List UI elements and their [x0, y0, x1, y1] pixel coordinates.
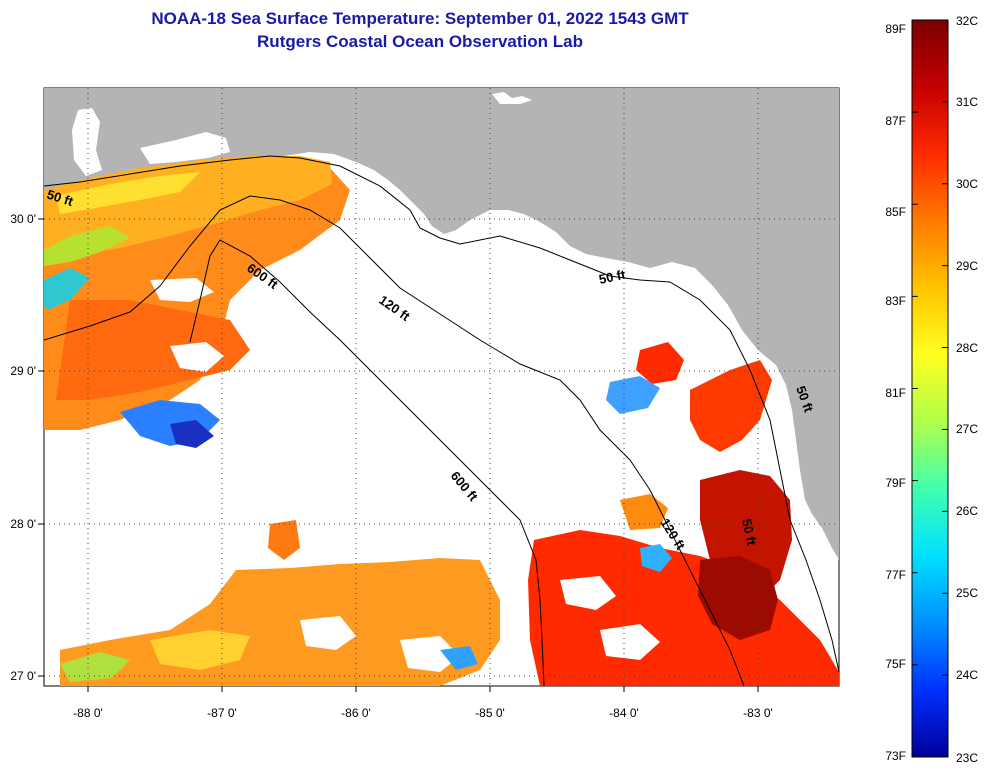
contour-label: 50 ft — [739, 518, 759, 548]
colorbar-f-label: 85F — [885, 205, 906, 219]
sst-overlay-bigbend — [528, 342, 839, 686]
lon-label: -88 0' — [73, 706, 103, 720]
contour-label: 50 ft — [598, 267, 628, 287]
contour-600ft — [189, 239, 545, 686]
colorbar-c-label: 29C — [956, 259, 978, 273]
coastal-bay — [140, 132, 230, 164]
lon-label: -85 0' — [475, 706, 505, 720]
colorbar-fahrenheit-labels: 89F 87F 85F 83F 81F 79F 77F 75F 73F — [885, 22, 906, 763]
lat-label: 28 0' — [10, 517, 36, 531]
colorbar-c-label: 27C — [956, 422, 978, 436]
longitude-labels: -88 0' -87 0' -86 0' -85 0' -84 0' -83 0… — [73, 706, 773, 720]
latitude-labels: 30 0' 29 0' 28 0' 27 0' — [10, 212, 36, 683]
colorbar-c-label: 30C — [956, 177, 978, 191]
contour-120ft — [44, 195, 745, 686]
colorbar-c-label: 25C — [956, 586, 978, 600]
depth-contours — [44, 155, 839, 686]
colorbar-c-label: 32C — [956, 14, 978, 28]
colorbar-f-label: 73F — [885, 749, 906, 763]
lon-label: -84 0' — [609, 706, 639, 720]
lon-label: -86 0' — [341, 706, 371, 720]
lon-label: -83 0' — [743, 706, 773, 720]
lat-label: 27 0' — [10, 669, 36, 683]
lon-label: -87 0' — [207, 706, 237, 720]
colorbar-c-label: 31C — [956, 95, 978, 109]
lat-label: 30 0' — [10, 212, 36, 226]
colorbar-c-label: 23C — [956, 751, 978, 765]
colorbar-f-label: 75F — [885, 657, 906, 671]
colorbar-f-label: 79F — [885, 476, 906, 490]
sst-overlay-south — [60, 520, 500, 686]
chart-subtitle: Rutgers Coastal Ocean Observation Lab — [257, 32, 583, 51]
colorbar-f-label: 89F — [885, 22, 906, 36]
colorbar-c-label: 28C — [956, 341, 978, 355]
colorbar-f-label: 81F — [885, 386, 906, 400]
sst-overlay-northwest — [44, 156, 350, 448]
frame-ticks — [38, 218, 759, 692]
colorbar-c-label: 24C — [956, 668, 978, 682]
coastal-bay — [72, 108, 102, 176]
contour-50ft — [44, 155, 839, 673]
colorbar-f-label: 87F — [885, 114, 906, 128]
colorbar-c-label: 26C — [956, 504, 978, 518]
chart-title: NOAA-18 Sea Surface Temperature: Septemb… — [151, 9, 689, 28]
land-mass — [44, 88, 839, 560]
colorbar-celsius-labels: 32C 31C 30C 29C 28C 27C 26C 25C 24C 23C — [956, 14, 978, 765]
colorbar-f-label: 83F — [885, 294, 906, 308]
coastal-bay — [492, 92, 532, 104]
colorbar-f-label: 77F — [885, 568, 906, 582]
lat-label: 29 0' — [10, 364, 36, 378]
colorbar-ticks — [912, 19, 948, 758]
